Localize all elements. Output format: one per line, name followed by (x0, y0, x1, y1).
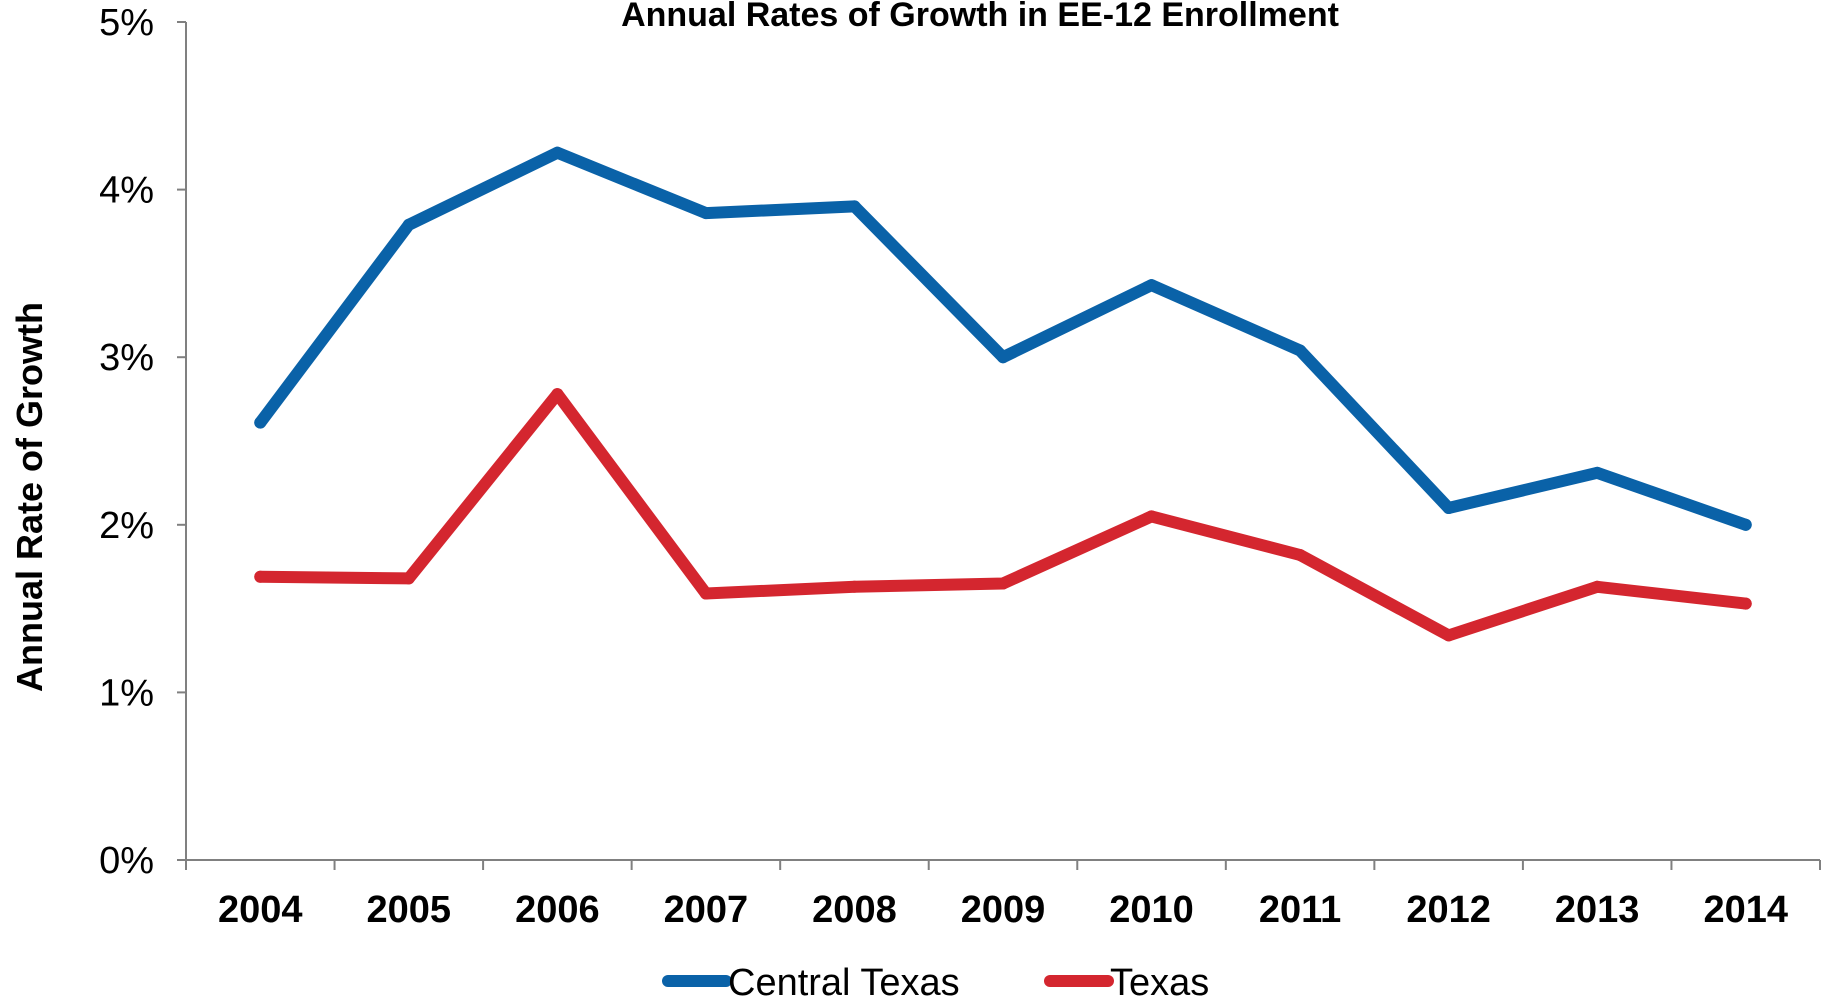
series-line-texas (254, 388, 1752, 642)
x-tick-label: 2009 (961, 889, 1046, 931)
data-point (1739, 597, 1752, 610)
data-point (997, 577, 1009, 590)
data-point (1294, 548, 1307, 561)
y-tick-label: 1% (99, 672, 154, 714)
data-point (254, 416, 267, 429)
x-tick-label: 2010 (1109, 889, 1194, 931)
chart-title: Annual Rates of Growth in EE-12 Enrollme… (621, 0, 1339, 34)
x-tick-label: 2011 (1259, 889, 1341, 931)
data-point (848, 200, 861, 213)
x-tick-label: 2006 (515, 889, 600, 931)
legend-label: Texas (1110, 962, 1209, 998)
data-point (1145, 279, 1158, 292)
data-point (848, 580, 861, 593)
x-tick-label: 2013 (1555, 889, 1640, 931)
data-point (997, 351, 1009, 364)
data-point (699, 207, 712, 220)
data-point (1739, 518, 1752, 531)
x-tick-label: 2008 (812, 889, 897, 931)
y-axis-ticks: 0% 1% 2% 3% 4% 5% (99, 2, 186, 882)
x-tick-label: 2012 (1406, 889, 1491, 931)
legend: Central Texas Texas (662, 962, 1209, 998)
series-lines (254, 146, 1752, 642)
legend-label: Central Texas (728, 962, 960, 998)
x-tick-label: 2007 (664, 889, 749, 931)
data-point (1442, 629, 1455, 642)
x-tick-label: 2014 (1703, 889, 1788, 931)
y-tick-label: 3% (99, 337, 154, 379)
y-axis-label: Annual Rate of Growth (9, 302, 50, 692)
y-tick-label: 2% (99, 505, 154, 547)
data-point (1591, 466, 1604, 479)
data-point (254, 570, 267, 583)
y-tick-label: 0% (99, 840, 154, 882)
data-point (1145, 510, 1158, 523)
data-point (551, 388, 564, 401)
data-point (402, 572, 415, 585)
y-tick-label: 5% (99, 2, 154, 44)
data-point (1442, 502, 1455, 515)
data-point (551, 146, 564, 159)
data-point (402, 218, 415, 231)
x-tick-label: 2005 (367, 889, 452, 931)
data-point (699, 587, 712, 600)
x-tick-label: 2004 (218, 889, 303, 931)
x-axis-ticks: 2004 2005 2006 2007 2008 2009 2010 2011 2012 2013… (185, 860, 1821, 931)
data-point (1294, 344, 1307, 357)
series-line-central-texas (254, 146, 1752, 531)
data-point (1591, 580, 1604, 593)
y-tick-label: 4% (99, 170, 154, 212)
